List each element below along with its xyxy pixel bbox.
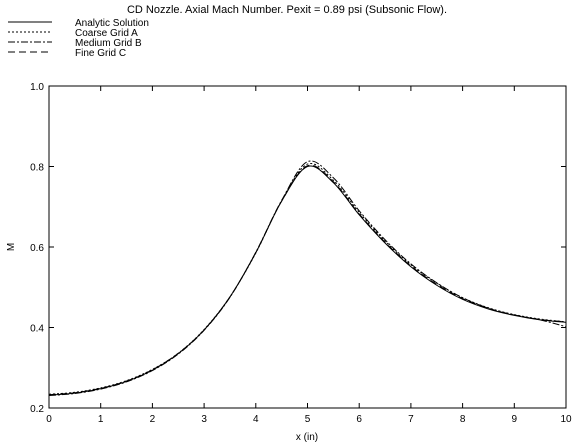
legend-label-4: Fine Grid C [75,48,126,59]
y-tick-label: 0.8 [30,163,44,174]
series-line-2 [48,162,567,395]
y-axis: 0.2 0.4 0.6 0.8 1.0 [30,82,566,415]
series-line-1 [48,165,567,396]
plot-frame [48,85,567,409]
x-axis-label: x (in) [296,432,318,443]
series-lines [48,160,567,397]
x-tick-label: 3 [201,414,207,425]
x-tick-label: 4 [253,414,259,425]
chart-title: CD Nozzle. Axial Mach Number. Pexit = 0.… [127,4,447,16]
x-tick-label: 7 [408,414,414,425]
x-tick-label: 5 [305,414,311,425]
x-tick-label: 1 [98,414,104,425]
y-tick-label: 0.2 [30,404,44,415]
legend-label-3: Medium Grid B [75,38,142,49]
y-axis-label: M [6,243,17,251]
y-tick-label: 0.4 [30,324,44,335]
x-tick-label: 10 [560,414,572,425]
legend-label-1: Analytic Solution [75,18,149,29]
series-line-3 [48,160,567,397]
x-tick-label: 2 [150,414,156,425]
x-tick-label: 8 [460,414,466,425]
y-tick-label: 0.6 [30,243,44,254]
y-tick-label: 1.0 [30,82,44,93]
x-tick-label: 0 [46,414,52,425]
x-axis: 0 1 2 3 4 5 6 7 8 9 10 [46,86,572,425]
legend-label-2: Coarse Grid A [75,28,138,39]
x-tick-label: 6 [356,414,362,425]
x-tick-label: 9 [512,414,518,425]
series-line-4 [48,164,567,396]
